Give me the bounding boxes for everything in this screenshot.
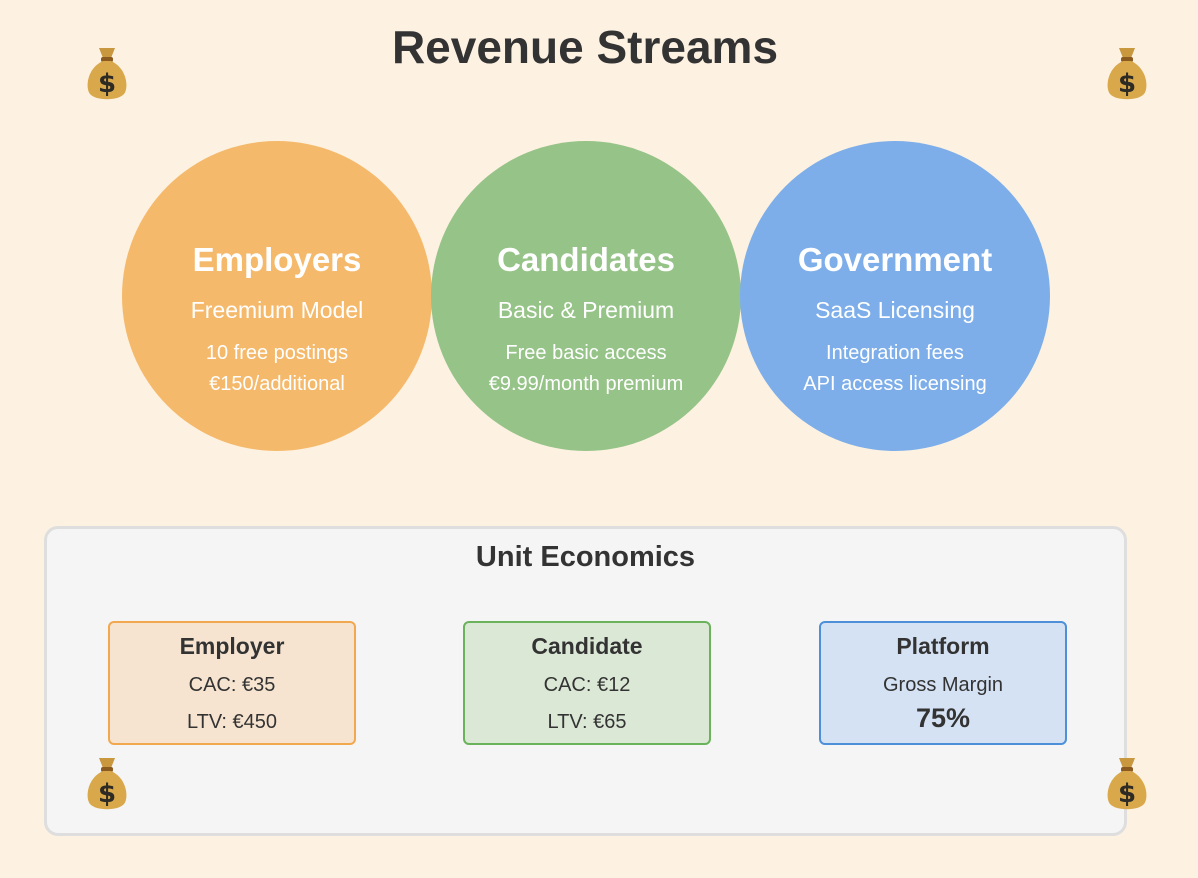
card-title: Candidate xyxy=(531,633,643,659)
stream-detail: Integration fees xyxy=(826,342,964,364)
stream-details: Integration fees API access licensing xyxy=(803,338,986,400)
ltv-value: LTV: €65 xyxy=(547,711,627,733)
stream-detail: €150/additional xyxy=(209,373,345,395)
svg-text:$: $ xyxy=(98,69,116,99)
stream-details: Free basic access €9.99/month premium xyxy=(489,338,684,400)
stream-details: 10 free postings €150/additional xyxy=(206,338,348,400)
stream-model: Freemium Model xyxy=(190,297,364,323)
page-title: Revenue Streams xyxy=(391,21,779,73)
stream-candidates: Candidates Basic & Premium Free basic ac… xyxy=(431,141,741,451)
candidate-metrics-card: Candidate CAC: €12 LTV: €65 xyxy=(463,621,711,745)
stream-detail: €9.99/month premium xyxy=(488,373,684,395)
money-bag-icon: $ xyxy=(82,42,132,102)
money-bag-icon: $ xyxy=(82,752,132,812)
money-bag-icon: $ xyxy=(1102,752,1152,812)
svg-text:$: $ xyxy=(1118,779,1136,809)
gross-margin-value: 75% xyxy=(915,703,971,733)
card-title: Platform xyxy=(896,633,990,659)
unit-economics-panel: Unit Economics Employer CAC: €35 LTV: €4… xyxy=(44,526,1127,836)
card-title: Employer xyxy=(179,633,285,659)
stream-detail: API access licensing xyxy=(803,373,987,395)
cac-value: CAC: €12 xyxy=(543,674,631,696)
unit-economics-title: Unit Economics xyxy=(475,541,696,573)
stream-model: SaaS Licensing xyxy=(815,297,975,323)
svg-text:$: $ xyxy=(1118,69,1136,99)
money-bag-icon: $ xyxy=(1102,42,1152,102)
gross-margin-label: Gross Margin xyxy=(882,674,1004,696)
stream-model: Basic & Premium xyxy=(497,297,675,323)
svg-text:$: $ xyxy=(98,779,116,809)
stream-title: Employers xyxy=(192,241,362,278)
stream-detail: Free basic access xyxy=(505,342,667,364)
platform-metrics-card: Platform Gross Margin 75% xyxy=(819,621,1067,745)
stream-employers: Employers Freemium Model 10 free posting… xyxy=(122,141,432,451)
stream-detail: 10 free postings xyxy=(205,342,349,364)
ltv-value: LTV: €450 xyxy=(186,711,278,733)
stream-title: Candidates xyxy=(497,241,675,278)
stream-title: Government xyxy=(797,241,993,278)
employer-metrics-card: Employer CAC: €35 LTV: €450 xyxy=(108,621,356,745)
stream-government: Government SaaS Licensing Integration fe… xyxy=(740,141,1050,451)
cac-value: CAC: €35 xyxy=(188,674,276,696)
